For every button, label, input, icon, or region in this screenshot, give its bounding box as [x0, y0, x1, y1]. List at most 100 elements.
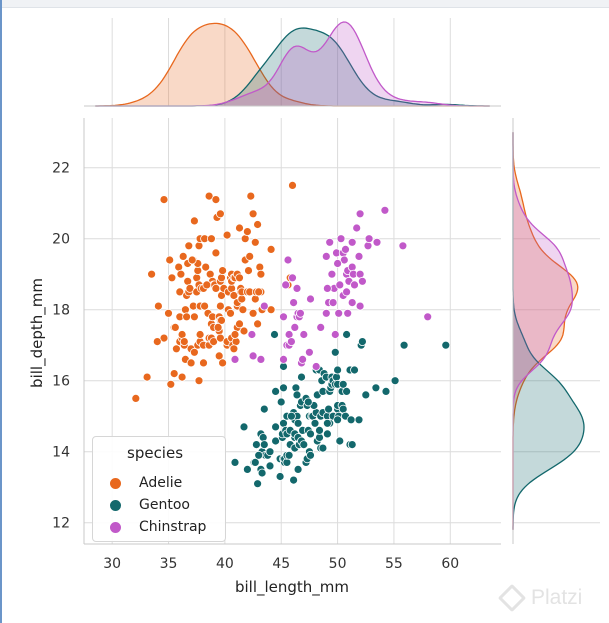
point-adelie: [171, 344, 181, 354]
y-axis-label: bill_depth_mm: [28, 278, 47, 388]
point-gentoo: [390, 376, 400, 386]
point-adelie: [245, 251, 255, 261]
point-gentoo: [271, 422, 281, 432]
point-adelie: [214, 351, 224, 361]
point-chinstrap: [347, 262, 357, 272]
scatter-points: [131, 180, 451, 489]
point-adelie: [166, 379, 176, 389]
platzi-logo-icon: [497, 583, 527, 613]
window-left-border: [0, 0, 2, 623]
point-gentoo: [332, 372, 341, 382]
legend-marker-adelie: [109, 476, 122, 490]
x-tick-label: 40: [216, 556, 234, 572]
x-tick-label: 30: [103, 556, 121, 572]
point-chinstrap: [347, 298, 357, 308]
point-chinstrap: [281, 280, 291, 290]
point-chinstrap: [330, 330, 340, 339]
point-chinstrap: [299, 330, 309, 339]
point-gentoo: [342, 386, 352, 396]
point-gentoo: [271, 386, 281, 396]
point-gentoo: [347, 440, 357, 450]
point-adelie: [164, 308, 173, 318]
point-adelie: [159, 333, 169, 343]
point-adelie: [253, 220, 263, 229]
point-adelie: [229, 344, 239, 354]
point-chinstrap: [321, 308, 331, 318]
point-adelie: [199, 358, 208, 368]
legend-title: species: [127, 444, 184, 462]
point-gentoo: [335, 436, 345, 446]
point-adelie: [254, 287, 264, 297]
point-gentoo: [399, 340, 409, 350]
point-gentoo: [230, 457, 240, 467]
y-tick-label: 14: [52, 445, 70, 461]
point-gentoo: [338, 379, 348, 389]
point-gentoo: [306, 429, 315, 439]
point-adelie: [189, 216, 199, 226]
point-chinstrap: [334, 308, 344, 318]
kde-right-fill-adelie: [513, 132, 578, 530]
point-gentoo: [254, 450, 264, 460]
point-adelie: [170, 322, 180, 332]
axis-spines: [83, 105, 514, 545]
point-adelie: [204, 191, 214, 201]
point-chinstrap: [290, 322, 300, 332]
x-tick-labels: 30 35 40 45 50 55 60: [103, 556, 459, 572]
y-tick-label: 16: [52, 374, 70, 390]
platzi-watermark: Platzi: [497, 583, 582, 613]
legend-label-gentoo: Gentoo: [139, 497, 190, 513]
point-adelie: [165, 255, 175, 265]
point-adelie: [235, 223, 244, 233]
point-adelie: [248, 209, 258, 219]
point-gentoo: [303, 397, 313, 407]
point-adelie: [153, 301, 163, 311]
legend-item-chinstrap: Chinstrap: [109, 517, 206, 537]
point-chinstrap: [322, 283, 332, 293]
point-adelie: [194, 241, 204, 251]
point-gentoo: [259, 404, 269, 414]
point-chinstrap: [325, 237, 335, 247]
point-gentoo: [354, 415, 364, 425]
x-tick-label: 50: [329, 556, 347, 572]
point-chinstrap: [342, 287, 352, 297]
point-gentoo: [292, 390, 302, 400]
point-chinstrap: [316, 322, 326, 332]
point-adelie: [179, 337, 189, 347]
point-adelie: [215, 333, 225, 343]
point-adelie: [229, 291, 239, 300]
point-gentoo: [271, 436, 281, 446]
point-chinstrap: [311, 362, 321, 371]
y-tick-label: 18: [52, 303, 70, 319]
point-chinstrap: [259, 301, 269, 311]
point-chinstrap: [355, 209, 365, 219]
point-adelie: [176, 269, 186, 279]
point-adelie: [218, 358, 228, 368]
point-chinstrap: [327, 269, 337, 279]
point-gentoo: [324, 404, 334, 414]
point-chinstrap: [336, 234, 346, 244]
point-chinstrap: [304, 347, 314, 357]
point-gentoo: [275, 472, 285, 481]
point-gentoo: [318, 443, 328, 453]
point-chinstrap: [343, 308, 353, 318]
point-chinstrap: [256, 354, 266, 364]
legend-marker-gentoo: [109, 498, 122, 512]
point-gentoo: [441, 340, 451, 350]
point-chinstrap: [328, 298, 338, 308]
point-adelie: [242, 227, 252, 237]
point-gentoo: [333, 415, 343, 425]
point-adelie: [202, 280, 212, 290]
kde-right-fill-chinstrap: [513, 132, 573, 530]
point-adelie: [180, 305, 190, 315]
point-adelie: [217, 273, 226, 283]
legend-marker-chinstrap: [109, 520, 122, 534]
point-adelie: [182, 312, 192, 322]
point-adelie: [147, 269, 157, 279]
point-chinstrap: [341, 244, 350, 254]
point-gentoo: [293, 418, 303, 428]
point-chinstrap: [380, 205, 390, 215]
point-gentoo: [242, 464, 252, 474]
legend: species Adelie Gentoo Chinstrap: [92, 436, 226, 542]
point-gentoo: [293, 464, 303, 474]
point-adelie: [195, 330, 205, 339]
